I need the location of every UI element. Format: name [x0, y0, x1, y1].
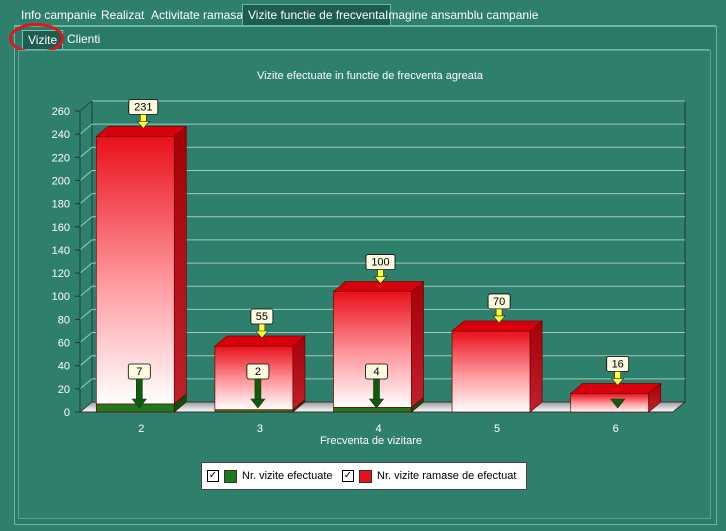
chart-title: Vizite efectuate in functie de frecventa…	[257, 70, 484, 82]
bar-ramase-5-top	[451, 320, 544, 332]
bar-efectuate-3-arrow-shaft	[254, 378, 262, 401]
legend-checkbox-efectuate[interactable]: ✓	[207, 470, 219, 482]
y-tick-label: 160	[52, 222, 70, 234]
bar-ramase-3-side	[292, 335, 306, 411]
bar-ramase-2-front	[95, 136, 175, 405]
legend-swatch-red	[359, 470, 372, 483]
grid-line-side	[79, 262, 93, 274]
x-axis: 2 3 4 5 6	[138, 423, 619, 435]
tab-activitate-ramasa[interactable]: Activitate ramasa	[151, 8, 244, 22]
bar-ramase-2-top	[95, 126, 188, 137]
grid-line-side	[79, 309, 93, 320]
bar-efectuate-4-arrow-head	[368, 398, 385, 409]
tab-imagine-ansamblu-campanie[interactable]: Imagine ansamblu campanie	[385, 8, 539, 22]
bar-ramase-5-side	[529, 320, 543, 413]
legend-label-ramase: Nr. vizite ramase de efectuat	[377, 470, 517, 482]
y-tick-label: 220	[52, 152, 70, 164]
bar-efectuate-2-front	[95, 403, 175, 413]
bar-efectuate-2-arrow-shaft	[136, 378, 143, 401]
y-tick-label: 180	[52, 199, 70, 211]
bar-ramase-5-front	[451, 330, 531, 413]
bar-ramase-3-data-label: 55	[256, 311, 268, 323]
x-tick-label: 2	[138, 423, 144, 435]
tab-realizat[interactable]: Realizat	[101, 8, 145, 22]
bar-ramase-6-front	[570, 393, 650, 413]
x-tick-label: 5	[494, 423, 500, 435]
bar-ramase-6-data-label: 16	[612, 358, 624, 370]
grid-line-side	[79, 285, 93, 297]
bar-ramase-4-arrow-head	[373, 276, 388, 285]
y-tick-label: 140	[52, 245, 70, 257]
bar-ramase-5-arrow-head	[492, 315, 506, 324]
bar-efectuate-3-data-label: 2	[255, 366, 261, 378]
bar-efectuate-4-arrow-shaft	[373, 378, 380, 401]
bar-ramase-5-data-label: 70	[493, 296, 505, 308]
grid-line-side	[79, 332, 93, 343]
grid-line-side	[79, 216, 93, 228]
bar-efectuate-4-data-label: 4	[373, 366, 379, 378]
bar-ramase-3-top	[213, 335, 306, 347]
y-tick-label: 20	[58, 384, 70, 396]
bar-ramase-4-side	[411, 280, 424, 409]
subtab-underline	[20, 49, 710, 50]
tab-vizite-functie-de-frecventa[interactable]: Vizite functie de frecventa	[242, 4, 392, 25]
chart-legend: ✓ Nr. vizite efectuate ✓ Nr. vizite rama…	[201, 462, 527, 490]
bar-ramase-4-front	[333, 291, 412, 408]
x-tick-label: 4	[375, 423, 381, 435]
bar-efectuate-3-arrow-head	[250, 398, 266, 409]
grid-line-side	[79, 239, 93, 251]
chart-bars: 231 7 55 2 100 4 70 16	[78, 99, 687, 413]
y-tick-label: 240	[52, 129, 70, 141]
bar-ramase-4-top	[332, 281, 425, 292]
bar-ramase-2-data-label: 231	[134, 101, 152, 113]
subtab-clienti[interactable]: Clienti	[67, 32, 101, 46]
y-axis: 0 20 40 60 80 100 120 140 160 180 200 220 240 260	[52, 100, 93, 419]
grid-line-side	[79, 378, 93, 390]
bar-ramase-6-arrow-head	[611, 378, 625, 386]
bar-efectuate-4-front	[333, 407, 412, 413]
y-tick-label: 40	[58, 361, 70, 373]
grid-line-side	[79, 193, 93, 204]
y-tick-label: 120	[52, 268, 70, 280]
bar-ramase-4-data-label: 100	[371, 257, 389, 269]
legend-swatch-green	[224, 470, 237, 483]
y-tick-label: 60	[58, 338, 70, 350]
tab-info-campanie[interactable]: Info campanie	[21, 8, 97, 22]
x-axis-label: Frecventa de vizitare	[320, 435, 422, 447]
grid-line-side	[79, 146, 93, 158]
bar-efectuate-2-arrow-head	[131, 398, 147, 409]
y-tick-label: 200	[52, 175, 70, 187]
grid-line-side	[79, 123, 93, 135]
tab-underline	[14, 25, 716, 26]
y-tick-label: 260	[52, 106, 70, 118]
bar-ramase-3-arrow-head	[255, 330, 269, 339]
bar-ramase-6-top	[569, 383, 662, 394]
legend-checkbox-ramase[interactable]: ✓	[342, 470, 354, 482]
bar-efectuate-6-arrow-head	[610, 398, 626, 409]
y-tick-label: 100	[52, 291, 70, 303]
bar-ramase-2-arrow-head	[136, 121, 150, 129]
y-tick-label: 80	[58, 314, 70, 326]
x-tick-label: 6	[613, 423, 619, 435]
x-tick-label: 3	[257, 423, 263, 435]
tab-bar: Info campanie Realizat Activitate ramasa…	[0, 0, 726, 26]
bar-efectuate-2-data-label: 7	[136, 366, 142, 378]
legend-label-efectuate: Nr. vizite efectuate	[242, 470, 333, 482]
y-axis-top	[79, 100, 93, 112]
bar-ramase-2-side	[173, 125, 187, 405]
grid-line-side	[79, 355, 93, 367]
y-tick-label: 0	[64, 407, 70, 419]
grid-line-side	[79, 170, 93, 181]
